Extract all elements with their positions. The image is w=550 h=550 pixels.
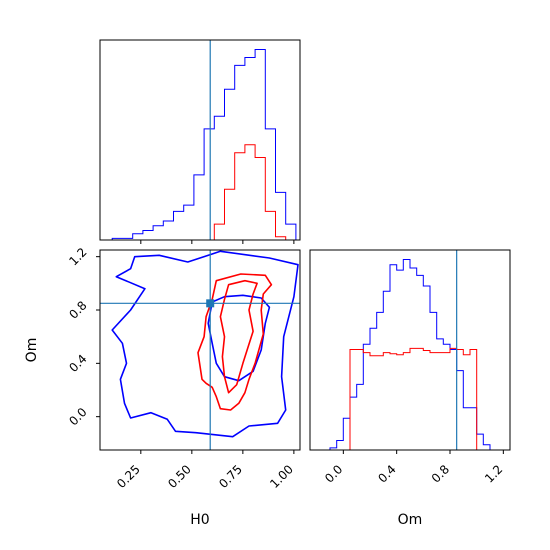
joint-xtick-label-3: 1.00 — [267, 462, 296, 491]
joint-ytick-label-1: 0.4 — [66, 352, 89, 375]
joint-xtick-label-2: 0.75 — [216, 462, 245, 491]
om-hist-series-blue-step — [310, 259, 510, 451]
om-hist-xtick-label-0: 0.0 — [322, 462, 345, 485]
joint-truth-marker — [206, 299, 215, 308]
joint-ytick-label-2: 0.8 — [66, 298, 89, 321]
contour-red-level-1 — [219, 279, 258, 394]
joint-ytick-label-3: 1.2 — [66, 245, 89, 268]
joint-frame — [99, 249, 301, 451]
om-marginal-histogram-panel: 0.0 0.4 0.8 1.2 — [309, 249, 511, 486]
joint-xtick-label-1: 0.50 — [165, 462, 194, 491]
contour-blue-level-0 — [111, 250, 299, 438]
om-hist-xtick-label-2: 0.8 — [429, 462, 452, 485]
x-axis-label-om: Om — [398, 512, 423, 528]
joint-xtick-label-0: 0.25 — [114, 462, 143, 491]
om-hist-series-red-step — [310, 347, 510, 451]
h0-marginal-histogram-panel — [99, 39, 301, 244]
om-hist-xtick-label-1: 0.4 — [375, 462, 398, 485]
y-axis-label-om: Om — [24, 338, 40, 363]
om-hist-frame — [309, 249, 511, 451]
om-hist-xtick-label-3: 1.2 — [482, 462, 505, 485]
h0-hist-frame — [99, 39, 301, 241]
h0-om-contour-panel: 0.25 0.50 0.75 1.00 0.0 0.4 0.8 1.2 — [66, 245, 301, 491]
x-axis-label-h0: H0 — [190, 512, 209, 528]
contour-blue-level-1 — [207, 294, 271, 382]
contour-red-level-0 — [197, 273, 273, 411]
joint-ytick-label-0: 0.0 — [66, 405, 89, 428]
h0-hist-series-blue-step — [111, 49, 297, 240]
